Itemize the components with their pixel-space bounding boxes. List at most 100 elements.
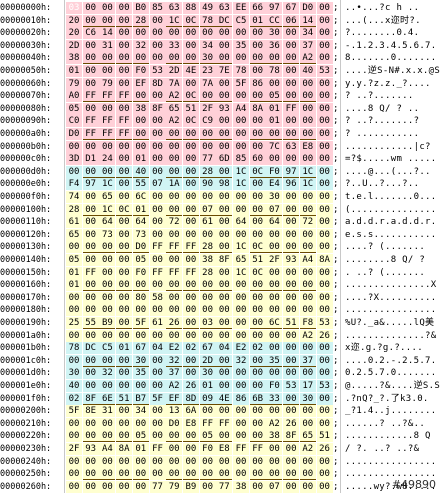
hex-byte[interactable]: 32 xyxy=(99,367,116,380)
hex-byte[interactable]: 00 xyxy=(233,317,249,329)
ascii-text[interactable]: e.s.s........... xyxy=(345,229,437,240)
hex-byte[interactable]: 30 xyxy=(266,27,283,40)
hex-byte[interactable]: 98 xyxy=(216,178,233,191)
hex-byte[interactable]: 00 xyxy=(99,65,116,77)
hex-byte[interactable]: 00 xyxy=(166,191,183,203)
hex-byte[interactable]: 00 xyxy=(233,52,249,65)
hex-byte[interactable]: 00 xyxy=(233,203,249,216)
hex-byte[interactable]: 8F xyxy=(283,430,300,443)
hex-byte[interactable]: 07 xyxy=(266,203,283,216)
hex-byte[interactable]: F0 xyxy=(199,443,216,455)
hex-byte[interactable]: FF xyxy=(199,417,216,430)
hex-byte[interactable]: 00 xyxy=(116,317,133,329)
hex-byte[interactable]: 00 xyxy=(182,27,199,40)
hex-byte[interactable]: 00 xyxy=(116,14,133,27)
hex-byte[interactable]: 00 xyxy=(116,266,133,279)
hex-byte[interactable]: 5F xyxy=(149,392,166,405)
hex-byte[interactable]: 00 xyxy=(82,279,99,292)
hex-byte[interactable]: 00 xyxy=(182,128,199,140)
hex-byte[interactable]: 17 xyxy=(299,380,316,392)
ascii-text[interactable]: / ?. ..? ..?& xyxy=(345,444,420,454)
hex-byte[interactable]: 00 xyxy=(283,468,300,481)
hex-byte[interactable]: 00 xyxy=(116,178,133,191)
hex-byte[interactable]: 00 xyxy=(216,380,233,392)
hex-byte[interactable]: 00 xyxy=(66,480,82,493)
hex-byte[interactable]: 00 xyxy=(249,27,266,40)
hex-byte[interactable]: C5 xyxy=(233,14,249,27)
hex-byte[interactable]: 00 xyxy=(233,329,249,342)
hex-byte[interactable]: 00 xyxy=(149,367,166,380)
hex-byte[interactable]: 53 xyxy=(316,380,333,392)
hex-byte[interactable]: 00 xyxy=(266,128,283,140)
hex-byte[interactable]: D0 xyxy=(132,241,149,254)
hex-byte[interactable]: 00 xyxy=(66,304,82,317)
hex-byte[interactable]: 00 xyxy=(249,128,266,140)
ascii-text[interactable]: x迩.g.?g.?.... xyxy=(345,343,423,354)
hex-byte[interactable]: 00 xyxy=(166,430,183,443)
hex-byte[interactable]: 00 xyxy=(266,291,283,304)
hex-byte[interactable]: 00 xyxy=(82,39,99,52)
hex-byte[interactable]: 00 xyxy=(199,291,216,304)
hex-row[interactable]: 000001e0h: 40 00 00 00 00 00 A2 26 01 00 00 00 F0 53 17… xyxy=(0,380,440,392)
hex-byte[interactable]: 00 xyxy=(82,480,99,493)
hex-byte[interactable]: DC xyxy=(82,342,99,355)
hex-byte[interactable]: E2 xyxy=(166,342,183,355)
hex-byte[interactable]: 00 xyxy=(166,443,183,455)
hex-byte[interactable]: 00 xyxy=(166,279,183,292)
hex-row[interactable]: 000000a0h: D0 FF FF FF 00 00 00 00 00 00 00 00 00 00 00… xyxy=(0,128,440,140)
hex-byte[interactable]: A4 xyxy=(233,102,249,115)
hex-byte[interactable]: 00 xyxy=(216,279,233,292)
hex-byte[interactable]: FF xyxy=(149,443,166,455)
hex-byte[interactable]: 00 xyxy=(99,455,116,468)
hex-byte[interactable]: 00 xyxy=(266,443,283,455)
hex-byte[interactable]: 00 xyxy=(216,455,233,468)
hex-byte[interactable]: FF xyxy=(249,443,266,455)
hex-byte[interactable]: 64 xyxy=(266,216,283,229)
hex-byte[interactable]: 00 xyxy=(82,2,99,14)
hex-row[interactable]: 00000120h: 65 00 73 00 73 00 00 00 00 00 00 00 00 00 00… xyxy=(0,228,440,241)
hex-row[interactable]: 00000200h: 5F 8E 31 00 34 00 13 6A 00 00 00 00 00 00 00… xyxy=(0,405,440,418)
hex-byte[interactable]: 00 xyxy=(82,191,99,203)
hex-byte[interactable]: 00 xyxy=(266,329,283,342)
hex-byte[interactable]: 00 xyxy=(216,77,233,90)
hex-byte[interactable]: 0C xyxy=(182,115,199,128)
hex-byte[interactable]: 61 xyxy=(66,216,82,229)
hex-byte[interactable]: 00 xyxy=(182,455,199,468)
hex-byte[interactable]: 85 xyxy=(149,2,166,14)
hex-byte[interactable]: 00 xyxy=(316,417,333,430)
hex-byte[interactable]: FF xyxy=(116,90,133,103)
hex-byte[interactable]: 00 xyxy=(283,191,300,203)
hex-byte[interactable]: F0 xyxy=(266,380,283,392)
hex-byte[interactable]: 00 xyxy=(216,468,233,481)
hex-byte[interactable]: 38 xyxy=(199,254,216,266)
hex-byte[interactable]: FF xyxy=(99,115,116,128)
hex-row[interactable]: 00000250h: 00 00 00 00 00 00 00 00 00 00 00 00 00 00 00… xyxy=(0,468,440,481)
hex-byte[interactable]: 00 xyxy=(82,203,99,216)
hex-byte[interactable]: 8F xyxy=(216,254,233,266)
hex-byte[interactable]: 33 xyxy=(166,39,183,52)
hex-byte[interactable]: EF xyxy=(166,392,183,405)
hex-byte[interactable]: 00 xyxy=(316,153,333,166)
hex-byte[interactable]: 00 xyxy=(166,291,183,304)
hex-byte[interactable]: 00 xyxy=(66,455,82,468)
hex-byte[interactable]: 00 xyxy=(116,39,133,52)
hex-byte[interactable]: 00 xyxy=(182,165,199,178)
hex-byte[interactable]: 00 xyxy=(316,165,333,178)
hex-byte[interactable]: 00 xyxy=(316,90,333,103)
hex-byte[interactable]: 00 xyxy=(316,241,333,254)
ascii-text[interactable]: -.1.2.3.4.5.6.7. xyxy=(345,40,437,51)
hex-byte[interactable]: 00 xyxy=(132,90,149,103)
hex-byte[interactable]: 40 xyxy=(66,380,82,392)
hex-row[interactable]: 000001c0h: 00 00 00 00 30 00 32 00 2D 00 32 00 35 00 37… xyxy=(0,354,440,367)
hex-byte[interactable]: 8A xyxy=(316,254,333,266)
hex-byte[interactable]: 00 xyxy=(233,27,249,40)
hex-byte[interactable]: 00 xyxy=(233,191,249,203)
hex-byte[interactable]: 00 xyxy=(249,329,266,342)
hex-byte[interactable]: 78 xyxy=(66,342,82,355)
hex-byte[interactable]: 00 xyxy=(116,380,133,392)
hex-byte[interactable]: 28 xyxy=(199,266,216,279)
hex-byte[interactable]: 7A xyxy=(199,77,216,90)
hex-byte[interactable]: 00 xyxy=(249,140,266,153)
hex-byte[interactable]: 30 xyxy=(66,367,82,380)
